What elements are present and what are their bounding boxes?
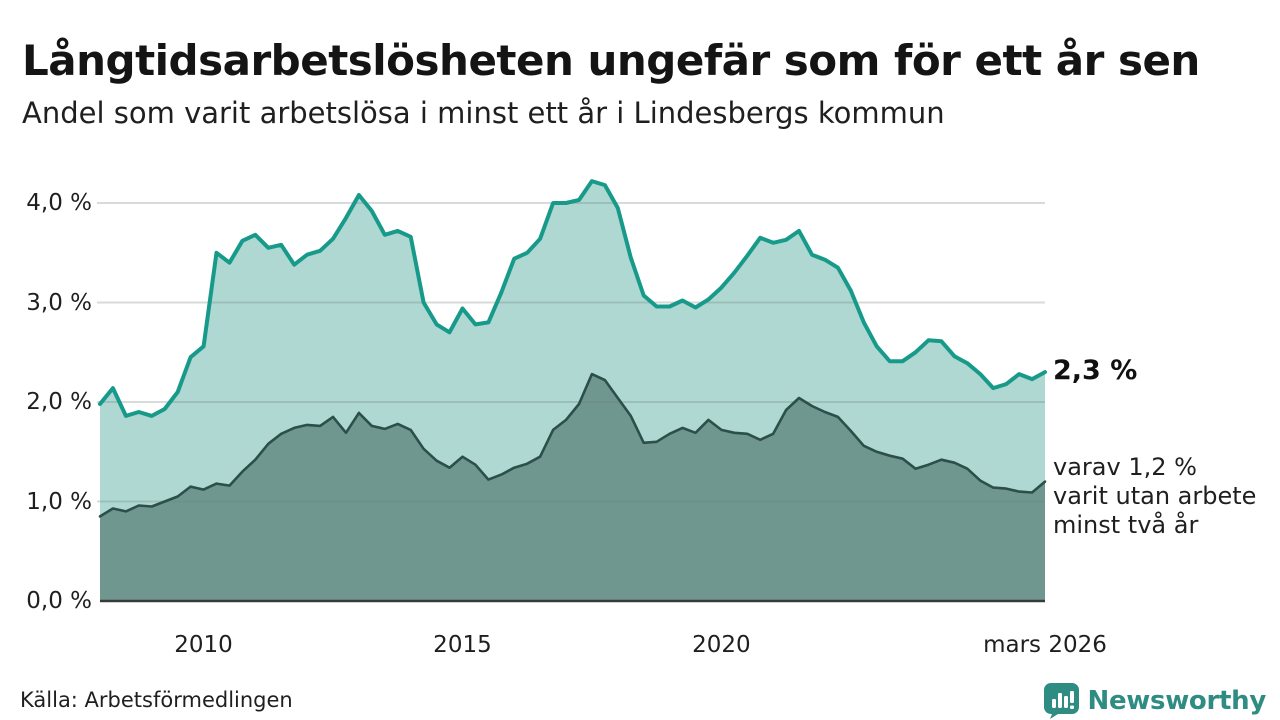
x-tick-label: 2010 (174, 632, 233, 658)
chart-subtitle: Andel som varit arbetslösa i minst ett å… (22, 96, 945, 130)
x-tick-label: 2020 (692, 632, 751, 658)
source-note: Källa: Arbetsförmedlingen (20, 688, 293, 712)
note-line: varit utan arbete (1053, 481, 1257, 510)
y-tick-label: 4,0 % (26, 190, 92, 216)
two-year-note-annotation: varav 1,2 % varit utan arbete minst två … (1053, 453, 1256, 540)
y-tick-label: 3,0 % (26, 289, 92, 316)
y-tick-label: 1,0 % (26, 488, 92, 515)
y-tick-label: 2,0 % (26, 389, 92, 415)
newsworthy-logo: Newsworthy (1043, 682, 1266, 719)
x-tick-label: mars 2026 (983, 632, 1107, 658)
note-line: minst två år (1053, 510, 1199, 539)
series-line (98, 179, 1047, 418)
newsworthy-wordmark: Newsworthy (1087, 685, 1267, 716)
last-value-annotation: 2,3 % (1053, 355, 1138, 387)
area-fill (100, 374, 1045, 601)
newsworthy-speech-bubble-icon (1043, 683, 1079, 719)
page-title: Långtidsarbetslösheten ungefär som för e… (22, 36, 1200, 86)
x-tick-label: 2015 (433, 632, 492, 658)
y-tick-label: 0,0 % (26, 588, 92, 614)
series-line (98, 372, 1047, 518)
note-line: varav 1,2 % (1053, 452, 1197, 481)
